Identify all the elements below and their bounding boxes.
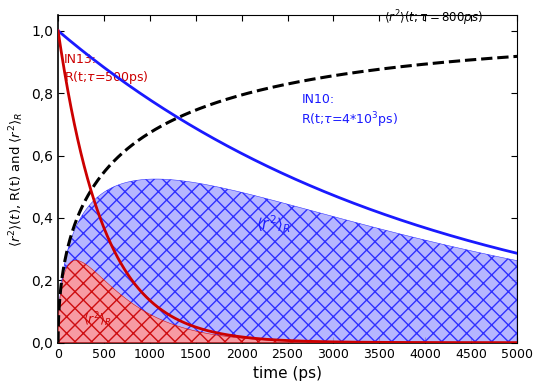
X-axis label: time (ps): time (ps) (253, 366, 322, 381)
Text: $\langle r^2\rangle(t;\tau=800ps)$: $\langle r^2\rangle(t;\tau=800ps)$ (384, 8, 483, 28)
Text: IN13:
R(t;$\tau$=500ps): IN13: R(t;$\tau$=500ps) (64, 53, 148, 86)
Text: IN10:
R(t;$\tau$=4*10$^3$ps): IN10: R(t;$\tau$=4*10$^3$ps) (301, 93, 399, 130)
Text: $\langle r^2\rangle_R$: $\langle r^2\rangle_R$ (256, 213, 291, 235)
Y-axis label: $\langle r^2\rangle(t)$, R(t) and $\langle r^2\rangle_R$: $\langle r^2\rangle(t)$, R(t) and $\lang… (7, 111, 25, 246)
Text: $\langle r^2\rangle_R$: $\langle r^2\rangle_R$ (83, 310, 112, 329)
